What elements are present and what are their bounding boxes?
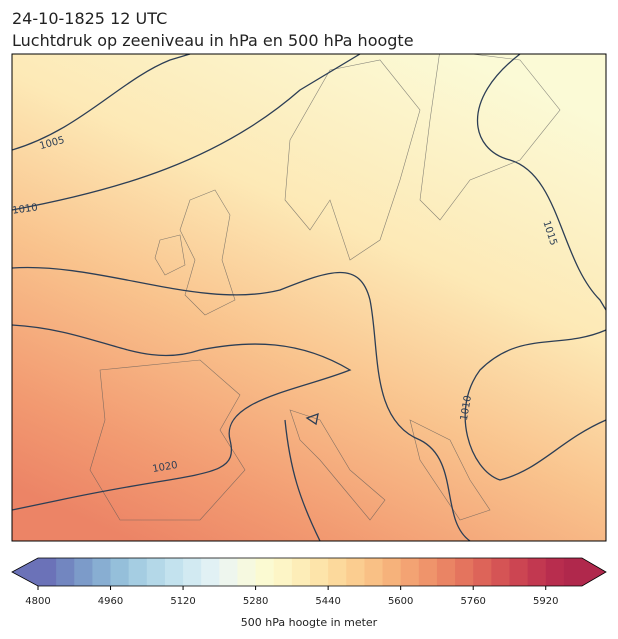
colorbar-segment bbox=[128, 558, 148, 586]
colorbar-tick-label: 4960 bbox=[98, 596, 123, 607]
colorbar-segment bbox=[473, 558, 492, 586]
colorbar: 4800 4960 5120 5280 5440 5600 5760 5920 bbox=[11, 557, 607, 607]
coastline bbox=[409, 419, 491, 521]
map-background bbox=[12, 54, 606, 541]
colorbar-tick-label: 5760 bbox=[460, 596, 485, 607]
isobar bbox=[284, 419, 321, 541]
colorbar-segment bbox=[545, 558, 565, 586]
colorbar-tick-label: 5920 bbox=[533, 596, 558, 607]
coastline bbox=[154, 234, 186, 276]
colorbar-segment bbox=[346, 558, 365, 586]
contour-label: 1010 bbox=[12, 202, 39, 216]
contour-label: 1020 bbox=[152, 460, 179, 475]
colorbar-segment bbox=[509, 558, 529, 586]
colorbar-tick-label: 5120 bbox=[170, 596, 195, 607]
coastline bbox=[289, 409, 386, 521]
isobar bbox=[12, 324, 352, 511]
colorbar-segment bbox=[201, 558, 220, 586]
map-frame bbox=[11, 53, 607, 542]
colorbar-segment bbox=[92, 558, 112, 586]
colorbar-segment bbox=[74, 558, 93, 586]
colorbar-segment bbox=[400, 558, 420, 586]
colorbar-segment bbox=[364, 558, 384, 586]
colorbar-outline bbox=[11, 557, 607, 587]
isobar bbox=[12, 54, 361, 211]
colorbar-segment bbox=[563, 558, 583, 586]
colorbar-segment bbox=[146, 558, 166, 586]
colorbar-segment bbox=[38, 558, 57, 586]
colorbar-segment bbox=[527, 558, 547, 586]
colorbar-tick-label: 4800 bbox=[25, 596, 50, 607]
colorbar-segment bbox=[110, 558, 130, 586]
colorbar-segment bbox=[255, 558, 275, 586]
colorbar-segment bbox=[382, 558, 402, 586]
isobar bbox=[477, 54, 606, 311]
colorbar-segment bbox=[291, 558, 311, 586]
colorbar-segment bbox=[183, 558, 202, 586]
coastline bbox=[179, 189, 236, 316]
coastline bbox=[89, 359, 246, 521]
colorbar-extend-low bbox=[12, 558, 38, 586]
map bbox=[12, 54, 606, 541]
colorbar-tick-label: 5440 bbox=[315, 596, 340, 607]
colorbar-segment bbox=[310, 558, 329, 586]
colorbar-segment bbox=[418, 558, 438, 586]
colorbar-segment bbox=[273, 558, 293, 586]
colorbar-segment bbox=[237, 558, 257, 586]
colorbar-segment bbox=[436, 558, 456, 586]
colorbar-segment bbox=[491, 558, 510, 586]
colorbar-tick-label: 5600 bbox=[388, 596, 413, 607]
colorbar-extend-high bbox=[582, 558, 606, 586]
isobar bbox=[305, 412, 319, 426]
colorbar-label: 500 hPa hoogte in meter bbox=[241, 616, 378, 629]
coastline bbox=[284, 59, 421, 261]
colorbar-segment bbox=[219, 558, 238, 586]
contour-label: 1010 bbox=[459, 395, 474, 422]
date: 24-10-1825 12 UTC bbox=[12, 9, 167, 28]
colorbar-segment bbox=[455, 558, 474, 586]
colorbar-tick-label: 5280 bbox=[243, 596, 268, 607]
title: Luchtdruk op zeeniveau in hPa en 500 hPa… bbox=[12, 31, 414, 50]
isobar bbox=[12, 54, 191, 151]
colorbar-segment bbox=[56, 558, 75, 586]
colorbar-segment bbox=[164, 558, 184, 586]
coastline bbox=[419, 54, 561, 221]
isobar bbox=[12, 266, 471, 541]
isobar bbox=[464, 329, 606, 481]
colorbar-segment bbox=[328, 558, 347, 586]
